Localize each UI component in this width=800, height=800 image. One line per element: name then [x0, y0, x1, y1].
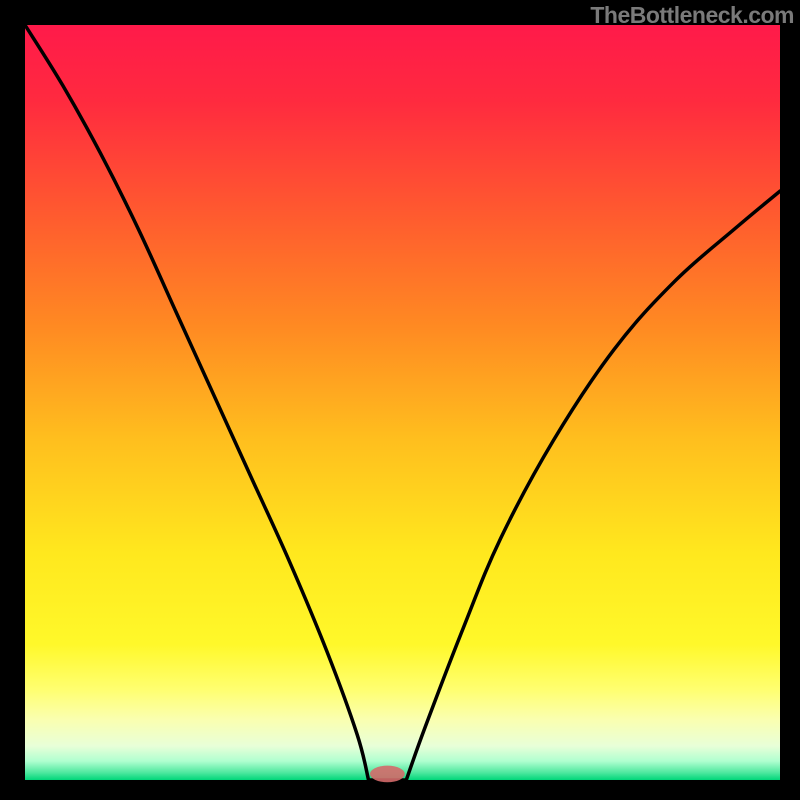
bottleneck-chart: [0, 0, 800, 800]
watermark-text: TheBottleneck.com: [590, 2, 794, 29]
chart-container: TheBottleneck.com: [0, 0, 800, 800]
plot-background: [25, 25, 780, 780]
bottleneck-marker: [370, 766, 405, 783]
